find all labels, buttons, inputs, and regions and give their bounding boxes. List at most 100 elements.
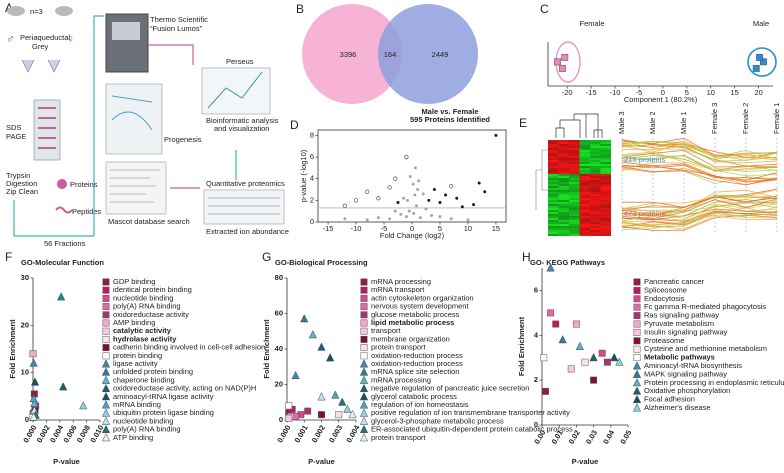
label: SDS [6,123,21,132]
dendrogram [535,149,548,210]
arrow [13,15,104,237]
legend-label: Aminoacyl-tRNA biosynthesis [644,361,742,370]
heatmap-cell [569,232,580,234]
heatmap-cell [548,194,559,196]
y-tick-label: 4 [534,330,539,339]
panel-label: H [522,250,531,264]
heatmap-cell [590,142,601,144]
heatmap-cell [558,184,569,186]
heatmap-cell [590,222,601,224]
cluster-label: 473 proteins [624,209,666,218]
heatmap-cell [579,156,590,158]
legend-label: AMP binding [113,318,155,327]
heatmap-cell [579,190,590,192]
legend-swatch [360,278,368,286]
venn-circle [378,4,478,104]
arrow [148,44,194,65]
heatmap-cell [590,198,601,200]
label: Bioinformatic analysis [206,116,279,125]
heatmap-cell [600,230,611,232]
legend-swatch [101,400,111,409]
x-axis-label: P-value [308,457,335,466]
legend-swatch [359,416,369,425]
heatmap-cell [590,184,601,186]
legend-swatch [360,303,368,311]
heatmap-cell [579,194,590,196]
legend-label: mRNA processing [371,375,431,384]
point [388,217,392,221]
heatmap-cell [590,158,601,160]
point [338,397,347,406]
legend-label: nucleotide binding [113,293,173,302]
legend-swatch [632,394,642,404]
heatmap-cell [579,198,590,200]
legend-swatch [360,344,368,352]
heatmap-cell [558,206,569,208]
heatmap-cell [600,222,611,224]
heatmap-cell [569,230,580,232]
legend-label: chaperone binding [113,375,175,384]
x-tick-label: 0 [410,224,414,233]
axes [32,278,100,421]
heatmap-cell [548,192,559,194]
heatmap-cell [548,220,559,222]
label: Quantitative proteomics [206,179,285,188]
heatmap-cell [569,202,580,204]
heatmap-cell [590,170,601,172]
legend-label: catalytic activity [113,326,172,335]
mascot-screenshot [105,161,167,215]
heatmap-cell [579,148,590,150]
point [567,365,575,373]
tube-icon [21,59,61,73]
heatmap-cell [548,158,559,160]
venn-count: 164 [384,50,397,59]
label: Trypsin [6,171,30,180]
heatmap-cell [558,232,569,234]
heatmap-cell [558,202,569,204]
heatmap-cell [558,224,569,226]
heatmap-cell [558,168,569,170]
profile-line [621,206,778,228]
legend-swatch [101,392,111,401]
profile-line [621,164,778,180]
legend-swatch [101,424,111,434]
chart-title: Male vs. Female [421,107,478,116]
y-tick-label: 40 [275,344,283,353]
y-tick-label: 2 [310,195,314,204]
point [424,207,428,211]
point [416,188,420,192]
gel-icon [33,99,61,161]
heatmap-cell [558,156,569,158]
heatmap-cell [600,180,611,182]
heatmap-cell [590,148,601,150]
heatmap-cell [558,214,569,216]
profile-line [621,165,778,185]
heatmap-cell [579,200,590,202]
point [79,401,88,410]
x-tick-label: 5 [438,224,442,233]
heatmap-cell [548,146,559,148]
x-tick-label: 10 [707,88,715,97]
heatmap-cell [569,146,580,148]
point [427,198,431,202]
legend-swatch [632,369,642,378]
heatmap-cell [590,172,601,174]
heatmap-cell [569,214,580,216]
point [598,349,606,357]
screenshot-detail [110,169,160,203]
heatmap-cell [548,230,559,232]
heatmap-cell [548,140,559,142]
point [404,154,409,160]
heatmap-cell [590,216,601,218]
legend-swatch [101,367,111,376]
symbol: ♀ [66,32,75,46]
point [348,409,357,419]
heatmap-cell [548,160,559,162]
heatmap-cell [579,206,590,208]
legend-swatch [633,320,641,328]
heatmap-cell [569,196,580,198]
heatmap-cell [569,210,580,212]
x-tick-label: -5 [636,88,643,97]
legend-swatch [633,303,641,311]
legend-label: nervous system development [371,302,469,311]
